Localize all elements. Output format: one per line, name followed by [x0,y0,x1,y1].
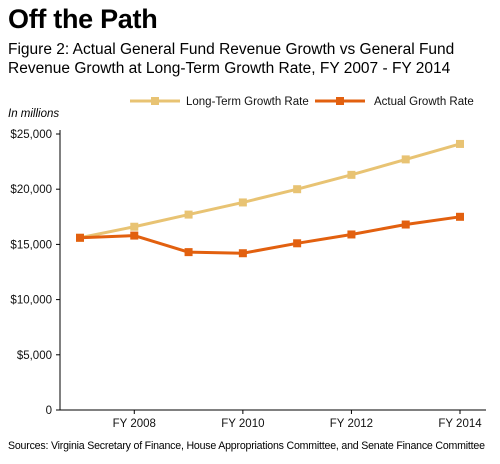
x-tick-label: FY 2010 [221,418,264,430]
x-tick-label: FY 2012 [330,418,373,430]
legend: Long-Term Growth Rate Actual Growth Rate [130,96,474,108]
data-point-actual-growth-rate [238,249,247,258]
data-point-actual-growth-rate [184,248,193,257]
series-line-long-term-growth-rate [79,142,461,240]
series-line-actual-growth-rate [79,215,461,255]
data-point-actual-growth-rate [401,220,410,229]
source-note: Sources: Virginia Secretary of Finance, … [8,440,485,452]
y-tick-label: $5,000 [17,350,52,362]
units-label: In millions [8,108,60,120]
page-title: Off the Path [8,4,158,34]
data-point-actual-growth-rate [347,230,356,239]
legend-marker-actual-growth-rate [336,97,344,105]
data-point-actual-growth-rate [293,239,302,248]
data-point-long-term-growth-rate [293,185,302,194]
series-group [76,139,464,258]
data-point-long-term-growth-rate [130,222,139,231]
data-point-long-term-growth-rate [184,210,193,219]
y-tick-label: 0 [46,405,52,417]
x-tick-label: FY 2008 [113,418,156,430]
axes [59,130,486,411]
data-point-long-term-growth-rate [347,170,356,179]
x-axis-ticks: FY 2008 FY 2010 FY 2012 FY 2014 [113,410,482,430]
y-tick-label: $15,000 [10,239,52,251]
data-point-actual-growth-rate [456,212,464,221]
y-tick-label: $25,000 [10,129,52,141]
data-point-long-term-growth-rate [238,198,247,207]
data-point-actual-growth-rate [130,231,139,240]
y-axis-ticks: 0 $5,000 $10,000 $15,000 $20,000 $25,000 [10,129,60,417]
chart-title: Figure 2: Actual General Fund Revenue Gr… [8,41,455,77]
data-point-long-term-growth-rate [456,139,464,148]
data-point-actual-growth-rate [76,233,84,242]
x-tick-label: FY 2014 [438,418,482,430]
data-point-long-term-growth-rate [401,155,410,164]
legend-marker-long-term-growth-rate [151,97,159,105]
y-tick-label: $20,000 [10,184,52,196]
legend-label-actual-growth-rate: Actual Growth Rate [374,96,474,108]
y-tick-label: $10,000 [10,295,52,307]
legend-label-long-term-growth-rate: Long-Term Growth Rate [186,96,309,108]
